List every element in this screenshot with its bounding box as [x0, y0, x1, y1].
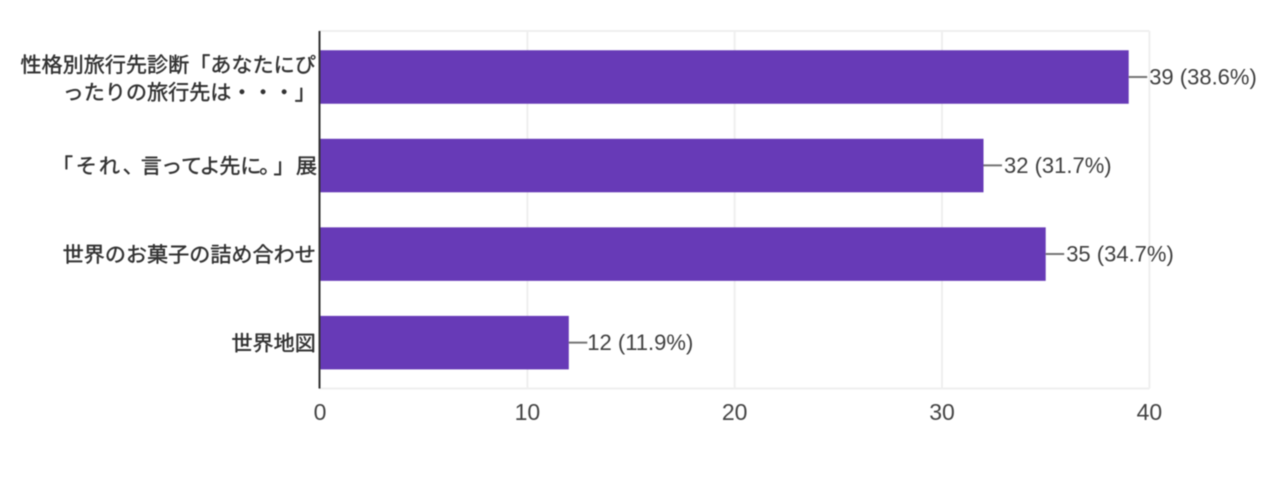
svg-text:40: 40 [1137, 399, 1163, 425]
svg-text:32 (31.7%): 32 (31.7%) [1004, 153, 1112, 178]
svg-text:35 (34.7%): 35 (34.7%) [1066, 241, 1174, 266]
svg-text:20: 20 [722, 399, 748, 425]
svg-text:0: 0 [314, 399, 327, 425]
svg-text:12 (11.9%): 12 (11.9%) [587, 330, 693, 355]
svg-text:10: 10 [515, 399, 541, 425]
svg-text:30: 30 [929, 399, 955, 425]
svg-text:39 (38.6%): 39 (38.6%) [1149, 65, 1257, 90]
